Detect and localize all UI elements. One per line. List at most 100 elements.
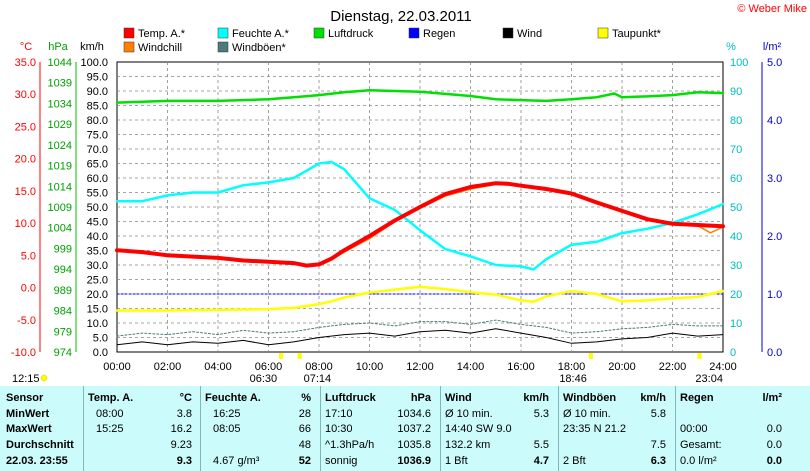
table-cell: 1036.9	[397, 455, 431, 467]
table-divider	[83, 386, 84, 471]
x-tick-label: 14:00	[457, 361, 485, 373]
y-tick-label: 0	[730, 347, 736, 359]
legend-label: Wind	[517, 28, 542, 40]
x-tick-label: 18:00	[558, 361, 586, 373]
y-tick-label: 30.0	[15, 89, 36, 101]
table-cell: km/h	[640, 392, 666, 404]
y-tick-label: 974	[54, 347, 72, 359]
y-axes: 35.0 30.0 25.0 20.0 15.0 10.0 5.0 0.0 -5.0 -10.0 1…	[11, 57, 782, 359]
table-divider	[558, 386, 559, 471]
y-tick-label: 989	[54, 285, 72, 297]
table-cell: 132.2 km	[445, 439, 491, 451]
y-tick-label: 50.0	[87, 202, 108, 214]
legend-swatch	[313, 27, 325, 39]
table-cell: 15:25	[96, 423, 124, 435]
credit-text: © Weber Mike	[737, 3, 807, 15]
y-tick-label: 1044	[48, 57, 72, 69]
y-tick-label: 0.0	[21, 283, 36, 295]
y-tick-label: 20.0	[87, 289, 108, 301]
y-tick-label: 90	[730, 86, 742, 98]
table-cell: 08:05	[213, 423, 241, 435]
humidity-unit-label: %	[726, 41, 736, 53]
table-cell: Sensor	[6, 392, 44, 404]
table-cell: 2 Bft	[563, 455, 586, 467]
legend-label: Regen	[423, 28, 455, 40]
legend-label: Feuchte A.*	[232, 28, 290, 40]
y-tick-label: 55.0	[87, 188, 108, 200]
y-tick-label: 1024	[48, 140, 72, 152]
table-cell: 23:35 N 21.2	[563, 423, 626, 435]
y-tick-label: 60.0	[87, 173, 108, 185]
y-tick-label: 10.0	[87, 318, 108, 330]
table-cell: 5.5	[533, 439, 549, 451]
y-tick-label: 0.0	[93, 347, 108, 359]
y-tick-label: 1019	[48, 161, 72, 173]
y-tick-label: 1034	[48, 98, 72, 110]
table-cell: ^1.3hPa/h	[325, 439, 375, 451]
table-cell: hPa	[410, 392, 431, 404]
x-tick-label: 16:00	[507, 361, 535, 373]
sun-marker	[697, 353, 702, 359]
table-cell: 9.23	[170, 439, 192, 451]
x-axis: 00:00 02:00 04:00 06:00 08:00 10:00 12:00 14:00…	[103, 361, 737, 373]
table-cell: 52	[298, 455, 311, 467]
table-cell: 1037.2	[397, 423, 431, 435]
table-cell: Temp. A.	[88, 392, 134, 404]
table-cell: 16:25	[213, 408, 241, 420]
y-tick-label: 100	[730, 57, 748, 69]
y-tick-label: 100.0	[80, 57, 108, 69]
table-cell: 00:00	[680, 423, 708, 435]
table-cell: 0.0	[766, 423, 782, 435]
series-line-luftdruck	[115, 88, 725, 104]
y-tick-label: 1029	[48, 119, 72, 131]
table-cell: 48	[298, 439, 311, 451]
y-tick-label: 1004	[48, 223, 72, 235]
y-tick-label: 1.0	[767, 289, 782, 301]
temp-unit-label: °C	[20, 41, 32, 53]
y-tick-label: 3.0	[767, 173, 782, 185]
legend-swatch	[123, 27, 135, 39]
table-cell: Ø 10 min.	[445, 408, 493, 420]
y-tick-label: 5.0	[93, 333, 108, 345]
table-cell: 9.3	[176, 455, 192, 467]
x-tick-label: 22:00	[659, 361, 687, 373]
table-cell: l/m²	[762, 392, 782, 404]
table-cell: 66	[298, 423, 311, 435]
pressure-unit-label: hPa	[48, 41, 68, 53]
sun-marker	[297, 353, 302, 359]
table-cell: 4.7	[533, 455, 549, 467]
y-tick-label: 50	[730, 202, 742, 214]
y-tick-label: 70	[730, 144, 742, 156]
y-tick-label: 1039	[48, 78, 72, 90]
chart-title: Dienstag, 22.03.2011	[330, 8, 472, 25]
y-tick-label: 999	[54, 243, 72, 255]
x-tick-label: 02:00	[154, 361, 182, 373]
table-cell: 0.0	[766, 455, 782, 467]
summary-table: Sensor MinWert MaxWert Durchschnitt 22.03. 2…	[0, 386, 810, 471]
x-tick-label: 12:00	[406, 361, 434, 373]
table-cell: 5.8	[650, 408, 666, 420]
y-tick-label: 1014	[48, 181, 72, 193]
y-tick-label: 4.0	[767, 115, 782, 127]
legend-swatch	[217, 41, 229, 53]
y-tick-label: 60	[730, 173, 742, 185]
y-tick-label: -5.0	[17, 315, 36, 327]
table-cell: 10:30	[325, 423, 353, 435]
sunrise-label: 07:14	[304, 373, 332, 385]
wind-unit-label: km/h	[80, 41, 104, 53]
sunset-label: 23:04	[695, 373, 723, 385]
y-tick-label: 70.0	[87, 144, 108, 156]
legend-label: Windböen*	[232, 42, 287, 54]
y-tick-label: 5.0	[767, 57, 782, 69]
y-tick-label: 65.0	[87, 159, 108, 171]
table-cell: 14:40 SW 9.0	[445, 423, 512, 435]
y-tick-label: 95.0	[87, 72, 108, 84]
table-cell: 4.67 g/m³	[213, 455, 260, 467]
y-tick-label: 75.0	[87, 130, 108, 142]
rain-unit-label: l/m²	[763, 41, 782, 53]
table-cell: 1034.6	[397, 408, 431, 420]
y-tick-label: 0.0	[767, 347, 782, 359]
sunrise-label: 06:30	[250, 373, 278, 385]
legend-swatch	[408, 27, 420, 39]
table-cell: 3.8	[176, 408, 192, 420]
